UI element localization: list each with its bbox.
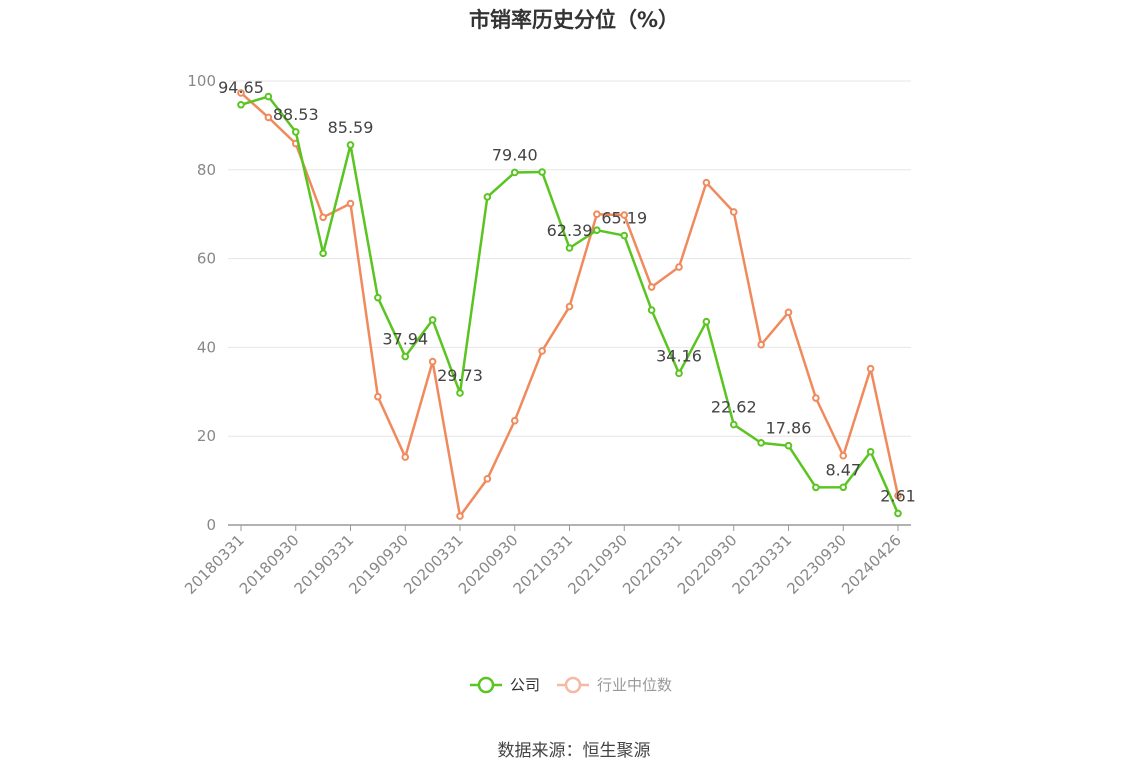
company-point[interactable] [237, 100, 245, 109]
industry-point[interactable] [483, 475, 492, 483]
data-label: 65.19 [601, 209, 647, 228]
y-tick-label: 60 [197, 250, 216, 268]
legend-item-company[interactable]: 公司 [470, 676, 540, 694]
industry-point[interactable] [647, 283, 656, 291]
company-point[interactable] [483, 193, 492, 201]
data-label: 94.65 [218, 78, 264, 97]
company-point[interactable] [702, 317, 711, 326]
industry-point[interactable] [538, 347, 546, 355]
company-point[interactable] [757, 439, 765, 447]
company-point[interactable] [374, 293, 382, 302]
data-label: 17.86 [766, 419, 812, 438]
industry-point[interactable] [593, 210, 601, 218]
industry-point[interactable] [346, 199, 355, 208]
industry-point[interactable] [839, 451, 848, 460]
company-point[interactable] [812, 483, 820, 492]
data-label: 8.47 [825, 460, 861, 479]
legend-marker [477, 676, 495, 694]
company-point[interactable] [264, 92, 273, 101]
industry-point[interactable] [264, 113, 273, 122]
industry-point[interactable] [374, 392, 382, 401]
legend-item-industry[interactable]: 行业中位数 [557, 676, 672, 694]
industry-point[interactable] [565, 302, 574, 311]
industry-point[interactable] [510, 416, 519, 425]
data-label: 34.16 [656, 346, 702, 365]
data-label: 88.53 [273, 105, 319, 124]
industry-point[interactable] [702, 178, 711, 187]
company-point[interactable] [866, 447, 875, 456]
data-label: 22.62 [711, 398, 757, 417]
legend-label: 行业中位数 [597, 676, 672, 694]
industry-point[interactable] [784, 308, 793, 317]
industry-point[interactable] [675, 263, 683, 271]
x-tick-label: 20240426 [838, 531, 905, 598]
industry-point[interactable] [894, 491, 902, 500]
industry-point[interactable] [729, 208, 738, 216]
source-note: 数据来源：恒生聚源 [497, 741, 651, 761]
chart-title: 市销率历史分位（%） [468, 8, 680, 32]
company-point[interactable] [839, 483, 848, 492]
company-point[interactable] [510, 168, 519, 177]
data-label: 62.39 [547, 221, 593, 240]
y-tick-label: 100 [187, 72, 216, 90]
data-label: 37.94 [382, 330, 428, 349]
company-point[interactable] [456, 389, 464, 397]
company-point[interactable] [401, 352, 410, 361]
company-point[interactable] [428, 316, 437, 324]
industry-point[interactable] [757, 340, 765, 349]
data-labels: 94.65 88.53 85.59 37.94 29.73 79.40 62.39 65.19… [218, 78, 916, 506]
industry-point[interactable] [428, 357, 437, 366]
legend[interactable]: 公司 行业中位数 [470, 676, 672, 694]
data-label: 2.61 [880, 486, 916, 505]
company-point[interactable] [346, 141, 355, 149]
company-point[interactable] [291, 128, 300, 136]
company-point[interactable] [647, 306, 656, 314]
data-label: 79.40 [492, 145, 538, 164]
company-point[interactable] [894, 509, 902, 518]
y-tick-label: 40 [197, 338, 216, 356]
company-point[interactable] [729, 420, 738, 429]
company-point[interactable] [538, 168, 546, 176]
industry-point[interactable] [237, 89, 245, 97]
data-label: 85.59 [328, 118, 374, 137]
industry-point[interactable] [456, 512, 464, 520]
company-point[interactable] [593, 226, 601, 234]
legend-label: 公司 [510, 676, 540, 694]
series-lines [237, 89, 902, 520]
company-point[interactable] [319, 249, 327, 258]
data-label: 29.73 [437, 366, 483, 385]
industry-point[interactable] [620, 211, 629, 219]
y-tick-label: 80 [197, 161, 216, 179]
industry-point[interactable] [319, 213, 327, 222]
y-tick-label: 20 [197, 427, 216, 445]
industry-point[interactable] [812, 394, 820, 402]
company-point[interactable] [784, 441, 793, 450]
company-point[interactable] [675, 369, 683, 378]
axes: 0204060801002018033120180930201903312019… [181, 72, 911, 598]
y-tick-label: 0 [206, 516, 216, 534]
legend-marker [564, 676, 582, 694]
company-point[interactable] [620, 231, 629, 240]
industry-point[interactable] [401, 453, 410, 461]
company-point[interactable] [565, 244, 574, 252]
grid-lines [228, 80, 911, 437]
industry-point[interactable] [866, 364, 875, 373]
